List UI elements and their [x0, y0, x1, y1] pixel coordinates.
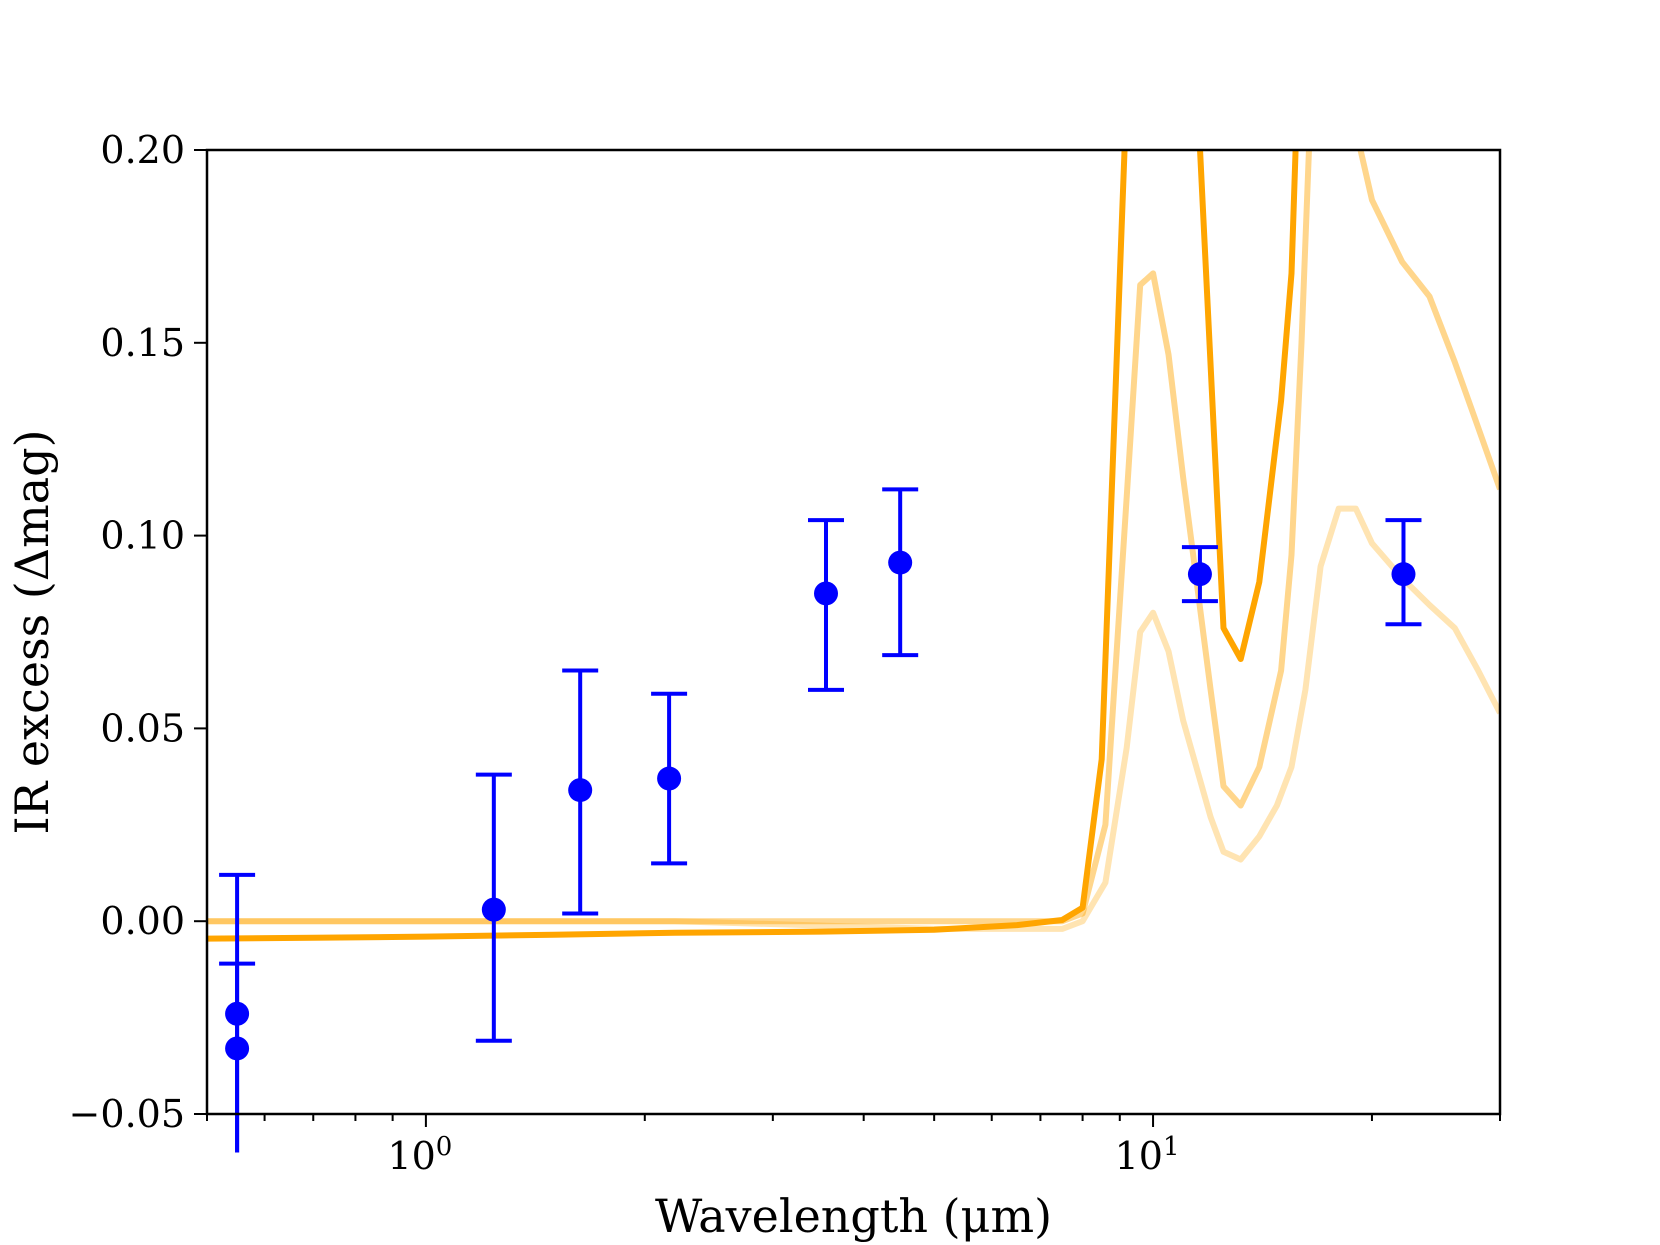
data-marker: [481, 897, 506, 922]
data-point-4: [562, 668, 599, 916]
y-tick-label: 0.20: [100, 128, 185, 172]
y-tick-label: 0.15: [100, 321, 185, 365]
x-axis-title: Wavelength (μm): [655, 1189, 1052, 1243]
data-marker: [814, 581, 839, 606]
data-marker: [568, 778, 593, 803]
data-point-6: [808, 518, 845, 692]
plot-frame: [205, 148, 1502, 1116]
y-tick-label: 0.00: [100, 899, 185, 943]
data-point-2: [219, 961, 256, 1153]
data-marker: [657, 766, 682, 791]
data-marker: [1187, 562, 1212, 587]
data-point-3: [475, 772, 512, 1043]
observations: [219, 487, 1422, 1153]
y-tick-label: −0.05: [69, 1092, 185, 1136]
y-axis-ticks: −0.05 0.00 0.05 0.10 0.15 0.20: [69, 128, 207, 1136]
y-tick-label: 0.05: [100, 706, 185, 750]
data-point-7: [882, 487, 919, 658]
data-point-8: [1181, 545, 1218, 604]
model-curve-2: [207, 150, 1500, 925]
data-marker: [225, 1036, 250, 1061]
y-axis-title: IR excess (Δmag): [5, 429, 59, 834]
data-marker: [888, 550, 913, 575]
model-curve-3: [207, 505, 1500, 932]
x-tick-label: 101: [1115, 1132, 1180, 1178]
model-curve-1: [207, 150, 1299, 942]
x-axis-ticks: 100 101: [206, 1114, 1501, 1178]
data-point-5: [651, 691, 688, 866]
model-curves: [207, 150, 1500, 942]
data-marker: [1391, 562, 1416, 587]
data-point-9: [1385, 518, 1422, 627]
y-tick-label: 0.10: [100, 514, 185, 558]
x-tick-label: 100: [387, 1132, 452, 1178]
